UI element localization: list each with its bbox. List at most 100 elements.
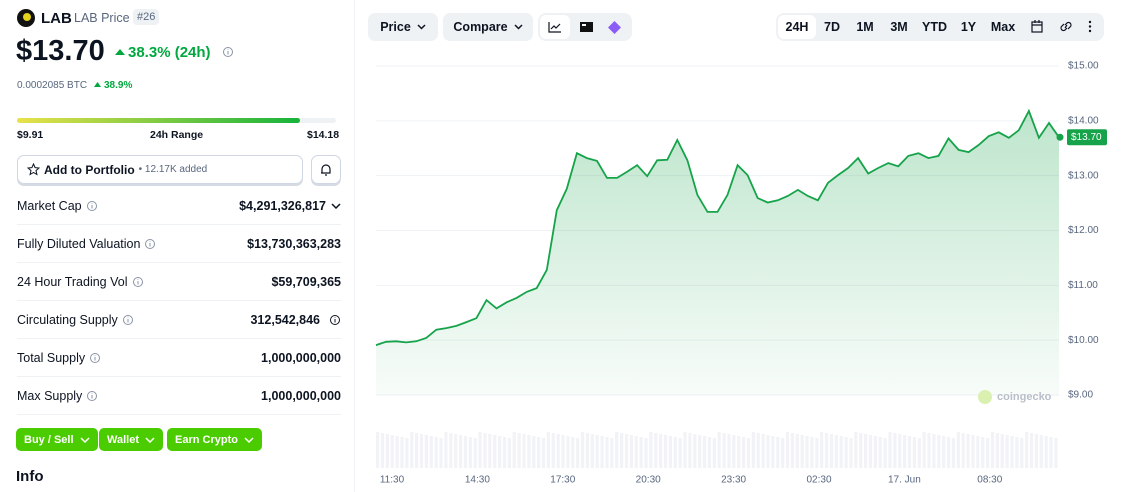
range-button[interactable]: 7D [824, 20, 840, 34]
stat-value-text: $4,291,326,817 [239, 198, 326, 213]
y-tick-label: $14.00 [1068, 115, 1099, 126]
volume-strip [580, 432, 585, 468]
compare-menu[interactable]: Compare [443, 13, 533, 41]
volume-strip [732, 435, 736, 468]
volume-strip [722, 433, 726, 468]
x-tick-label: 14:30 [465, 475, 490, 486]
volume-strip [410, 432, 414, 468]
info-icon [132, 277, 143, 288]
add-portfolio-button[interactable]: Add to Portfolio • 12.17K added [17, 155, 303, 184]
stat-value-text: 1,000,000,000 [261, 350, 341, 365]
info-icon [87, 391, 98, 402]
menu-label: Compare [453, 20, 508, 34]
stat-value-text: 312,542,846 [250, 312, 320, 327]
volume-strip [717, 432, 721, 468]
stat-label: Market Cap [17, 199, 98, 213]
volume-strip [571, 437, 575, 468]
volume-strip [849, 438, 853, 468]
stat-row: Total Supply 1,000,000,000 [17, 339, 341, 377]
range-button[interactable]: 1Y [960, 20, 977, 34]
y-tick-label: $15.00 [1068, 61, 1099, 72]
volume-strip [698, 435, 702, 468]
price-menu[interactable]: Price [368, 13, 438, 41]
other-view[interactable] [600, 13, 628, 41]
stat-label: Max Supply [17, 389, 98, 403]
info-icon [330, 314, 340, 325]
portfolio-added: • 12.17K added [138, 164, 208, 175]
volume-strip [522, 434, 526, 468]
btc-price: 0.0002085 BTC [17, 80, 88, 91]
volume-strip [463, 436, 468, 468]
volume-strip [566, 436, 570, 468]
line-view[interactable] [540, 15, 570, 39]
y-tick-label: $12.00 [1068, 225, 1099, 236]
volume-strip [376, 432, 380, 468]
volume-strip [556, 434, 560, 468]
volume-strip [746, 438, 751, 468]
action-label: Buy / Sell [24, 433, 74, 446]
volume-strip [883, 438, 887, 468]
volume-strip [527, 435, 531, 468]
chevron [145, 436, 155, 443]
stat-value: $59,709,365 [271, 275, 341, 289]
action-button[interactable]: Buy / Sell [16, 428, 98, 451]
volume-strip [537, 437, 541, 468]
x-tick-label: 17. Jun [888, 475, 921, 486]
volume-strip [610, 438, 614, 468]
price-chart: $9.00 $10.00 $11.00 $12.00 $13.00 $14.00 $15.0… [375, 61, 1107, 486]
volume-strip [942, 436, 946, 468]
stat-value-text: $59,709,365 [271, 274, 341, 289]
volume-strip [654, 433, 658, 468]
range-button[interactable]: 3M [890, 20, 908, 34]
volume-strip [595, 435, 599, 468]
action-button[interactable]: Earn Crypto [167, 428, 262, 451]
volume-strip [956, 432, 960, 468]
bell-icon [321, 164, 331, 176]
volume-strip [488, 434, 492, 468]
volume-strip [761, 434, 765, 468]
range-label: 24h Range [150, 129, 204, 141]
volume-strip [951, 438, 956, 468]
stat-label-text: Market Cap [17, 198, 82, 213]
volume-strip [795, 434, 799, 468]
volume-strip [815, 438, 819, 468]
action-button[interactable]: Wallet [99, 428, 163, 451]
current-price-label: $13.70 [1071, 132, 1102, 143]
volume-strip [600, 436, 604, 468]
stat-label: Total Supply [17, 351, 101, 365]
stat-label-text: Total Supply [17, 350, 86, 365]
stat-row: Max Supply 1,000,000,000 [17, 377, 341, 415]
volume-strip [1020, 438, 1024, 468]
range-high: $14.18 [307, 129, 340, 141]
info-icon [86, 201, 97, 212]
volume-strip [468, 437, 472, 468]
stat-label: Circulating Supply [17, 313, 134, 327]
range-button[interactable]: 24H [778, 15, 816, 39]
volume-strip [624, 434, 629, 468]
volume-strip [434, 437, 438, 468]
chevron [331, 202, 341, 209]
volume-strip [829, 434, 834, 468]
link-icon[interactable] [1059, 20, 1073, 33]
volume-strip [742, 437, 746, 468]
range-button[interactable]: YTD [922, 20, 947, 34]
stat-label: Fully Diluted Valuation [17, 237, 156, 251]
volume-strip [1029, 433, 1034, 468]
current-dot [1056, 133, 1064, 141]
calendar-icon[interactable] [1031, 20, 1043, 33]
volume-strip [478, 432, 482, 468]
more-icon[interactable] [1088, 20, 1092, 33]
volume-strip [663, 435, 668, 468]
volume-strip [644, 438, 648, 468]
current-label-bg [1067, 129, 1107, 146]
tv-view[interactable] [572, 13, 600, 41]
volume-strip [439, 438, 443, 468]
stat-label-text: Fully Diluted Valuation [17, 236, 141, 251]
range-button[interactable]: 1M [856, 20, 874, 34]
alert-button[interactable] [311, 155, 341, 184]
tv-icon [579, 22, 593, 32]
range-button[interactable]: Max [990, 20, 1016, 34]
volume-strip [590, 434, 594, 468]
stat-row: Market Cap $4,291,326,817 [17, 187, 341, 225]
